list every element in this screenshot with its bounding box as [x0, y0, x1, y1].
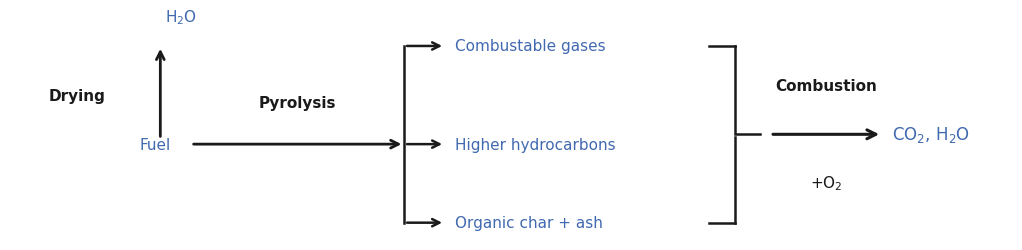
Text: $\mathregular{+ O_2}$: $\mathregular{+ O_2}$	[809, 174, 842, 193]
Text: Pyrolysis: Pyrolysis	[259, 96, 336, 110]
Text: Drying: Drying	[48, 88, 105, 103]
Text: Combustion: Combustion	[775, 78, 877, 93]
Text: $\mathregular{CO_2}$, $\mathregular{H_2O}$: $\mathregular{CO_2}$, $\mathregular{H_2O…	[892, 125, 970, 145]
Text: Organic char + ash: Organic char + ash	[455, 215, 603, 230]
Text: Higher hydrocarbons: Higher hydrocarbons	[455, 137, 615, 152]
Text: Fuel: Fuel	[140, 137, 172, 152]
Text: Combustable gases: Combustable gases	[455, 39, 606, 54]
Text: $\mathregular{H_2O}$: $\mathregular{H_2O}$	[165, 8, 196, 27]
